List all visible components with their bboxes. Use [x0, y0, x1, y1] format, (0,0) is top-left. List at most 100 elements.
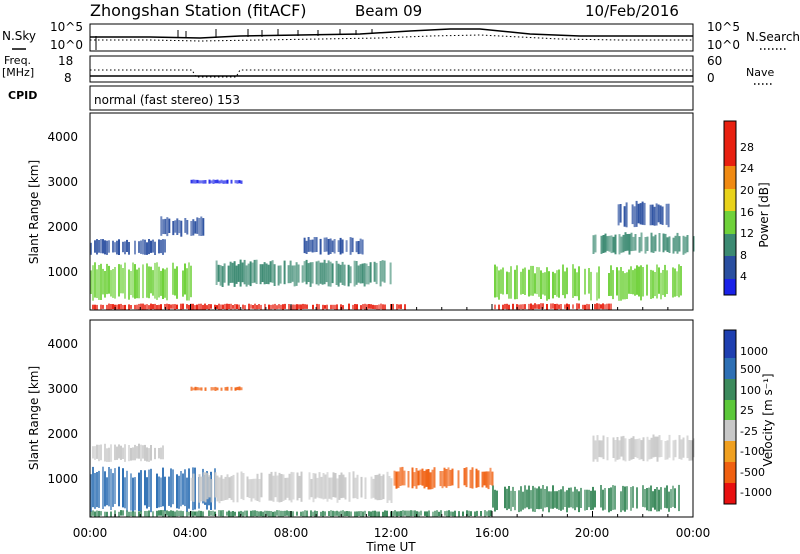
power-cell	[239, 259, 242, 287]
power-cell	[164, 304, 166, 309]
power-cell	[331, 263, 334, 284]
velocity-y-tick-2000: 2000	[47, 427, 78, 441]
power-cell	[552, 303, 554, 309]
velocity-cell	[678, 435, 681, 459]
power-cell	[588, 304, 590, 310]
power-cell	[608, 303, 610, 310]
power-cell	[502, 304, 504, 310]
velocity-cell	[378, 511, 380, 517]
velocity-cell	[280, 510, 282, 517]
velocity-cell	[142, 445, 144, 459]
velocity-cell	[448, 510, 450, 517]
power-cell	[180, 220, 183, 237]
velocity-cell	[427, 469, 430, 490]
time-tick-00: 00:00	[73, 526, 108, 540]
velocity-cell	[402, 510, 404, 517]
velocity-cell	[468, 510, 470, 517]
power-cell	[639, 203, 642, 225]
velocity-cell	[674, 439, 677, 458]
power-cell	[534, 273, 536, 294]
velocity-cell	[162, 467, 164, 507]
power-cell	[150, 303, 152, 310]
velocity-cell	[226, 511, 228, 516]
power-cell	[381, 260, 384, 282]
time-tick-16: 16:00	[475, 526, 510, 540]
velocity-cell	[542, 485, 544, 512]
power-cell	[272, 304, 274, 309]
velocity-cell	[150, 468, 152, 513]
velocity-cell	[230, 476, 233, 500]
time-tick-12: 12:00	[374, 526, 409, 540]
power-cell	[269, 261, 272, 283]
velocity-cell	[646, 436, 649, 462]
power-cell	[208, 179, 211, 184]
velocity-cell	[232, 474, 235, 503]
velocity-cell	[352, 471, 355, 499]
power-cell	[564, 271, 566, 299]
velocity-cell	[486, 511, 488, 516]
power-cell	[168, 304, 170, 310]
power-cell	[530, 265, 532, 296]
power-cell	[249, 261, 252, 287]
power-cell	[267, 264, 270, 285]
power-cell	[134, 240, 136, 255]
velocity-cell	[678, 484, 680, 512]
velocity-cell	[232, 511, 234, 517]
power-cell	[142, 264, 144, 299]
velocity-cell	[220, 387, 223, 391]
power-cell	[304, 304, 306, 309]
power-cell	[156, 262, 158, 300]
velocity-cell	[382, 511, 384, 517]
velocity-cell	[218, 510, 220, 517]
power-cell	[516, 304, 518, 310]
power-cell	[612, 270, 614, 300]
velocity-cell	[338, 474, 341, 500]
velocity-cell	[276, 510, 278, 516]
velocity-cell	[92, 446, 94, 459]
velocity-cell	[126, 470, 128, 512]
velocity-cell	[433, 467, 436, 488]
power-cell	[176, 218, 179, 235]
power-cell	[204, 303, 206, 310]
power-cell	[678, 264, 680, 298]
velocity-cell	[268, 510, 270, 517]
power-cell	[238, 304, 240, 310]
power-cell	[362, 304, 364, 309]
power-cell	[230, 179, 233, 184]
power-cb-tick-8: 8	[740, 249, 747, 262]
velocity-cell	[172, 469, 174, 505]
velocity-cell	[544, 489, 546, 508]
velocity-cell	[462, 511, 464, 517]
velocity-cell	[234, 387, 237, 391]
power-cell	[528, 269, 530, 297]
power-cell	[327, 260, 330, 287]
velocity-cell	[284, 510, 286, 516]
power-cell	[202, 180, 205, 184]
velocity-cell	[546, 486, 548, 508]
power-cell	[562, 264, 564, 296]
power-cell	[186, 220, 189, 235]
velocity-cell	[316, 511, 318, 517]
velocity-cell	[690, 440, 693, 461]
velocity-cell	[280, 474, 283, 502]
power-cell	[619, 204, 622, 223]
time-tick-04: 04:00	[173, 526, 208, 540]
power-cell	[234, 180, 237, 184]
power-cell	[98, 265, 100, 300]
power-cell	[128, 269, 130, 300]
velocity-cell	[230, 386, 233, 391]
power-cell	[295, 262, 298, 286]
power-cell	[188, 304, 190, 310]
velocity-cell	[196, 511, 198, 517]
velocity-cell	[399, 467, 402, 486]
velocity-cell	[431, 469, 434, 490]
velocity-cell	[364, 510, 366, 516]
power-cell	[136, 269, 138, 299]
power-cell	[665, 203, 668, 225]
velocity-cell	[282, 474, 285, 501]
velocity-cell	[164, 510, 166, 517]
cpid-text: normal (fast stereo) 153	[94, 93, 240, 107]
velocity-y-tick-4000: 4000	[47, 337, 78, 351]
power-cell	[354, 304, 356, 310]
power-colorbar-frame	[723, 120, 737, 296]
